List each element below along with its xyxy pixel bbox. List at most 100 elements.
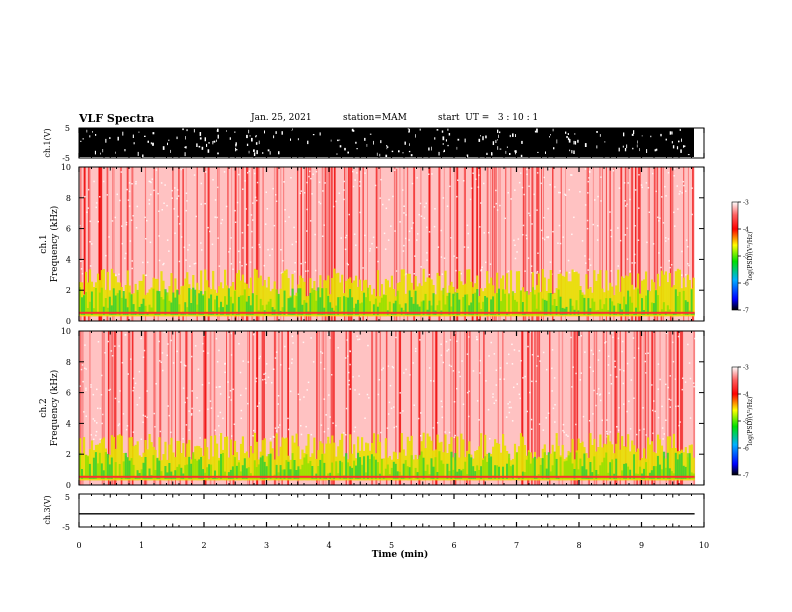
ch1-gap [264, 130, 265, 134]
spec-speckle [644, 360, 646, 363]
spec-band-yellow [253, 432, 256, 481]
ch1-gap [445, 139, 447, 142]
spec-speckle [374, 184, 377, 187]
spec-speckle [418, 213, 420, 216]
spec-band-green [599, 465, 602, 479]
spec-speckle [586, 227, 589, 230]
spec-streak [669, 331, 671, 485]
spec-speckle [559, 242, 562, 245]
spec-speckle [543, 238, 546, 241]
spec-speckle [445, 340, 448, 343]
spec-band-yellow [170, 437, 173, 481]
spec-streak [534, 331, 536, 485]
spec-speckle [552, 407, 555, 410]
spec-speckle [90, 386, 92, 388]
spec-speckle [85, 368, 87, 370]
spec-band-green [517, 313, 521, 315]
spec-streak [400, 331, 402, 485]
spec-band-green [162, 299, 165, 315]
spec-speckle [97, 407, 99, 410]
spec-band-green [303, 300, 306, 315]
spec-band-yellow [476, 450, 479, 481]
spec-streak [273, 331, 275, 485]
spec-band-yellow [412, 289, 415, 317]
spec-speckle [340, 237, 342, 239]
ch1-gap [650, 135, 652, 138]
spec-speckle [571, 233, 573, 236]
spec-band-yellow [426, 433, 429, 481]
spec-speckle [238, 343, 240, 345]
spec-speckle [629, 270, 631, 272]
spec-speckle [541, 229, 543, 232]
spec-speckle [479, 226, 481, 228]
spec-speckle [215, 386, 218, 388]
spec-band-green [462, 297, 465, 315]
spec-band-yellow [231, 282, 235, 317]
spec-band-green [440, 460, 443, 479]
spec-band-green [531, 287, 534, 315]
spec-speckle [177, 215, 179, 218]
ch1-gap [94, 150, 96, 155]
ch1-gap [138, 131, 140, 133]
spec-speckle [388, 401, 391, 404]
ch1-gap [366, 144, 368, 147]
spec-speckle [627, 182, 629, 184]
spec-streak [399, 167, 401, 321]
spec-speckle [154, 426, 156, 428]
spec-band-yellow [478, 446, 481, 481]
spec-streak [329, 167, 331, 321]
spec-band-yellow [224, 269, 227, 317]
spec-speckle [121, 242, 123, 245]
spec-speckle [614, 366, 616, 368]
spec-band-yellow [140, 280, 143, 317]
spec-speckle [207, 408, 209, 410]
spec-band-green [106, 307, 109, 315]
spec-speckle [677, 208, 679, 210]
ch1-gap [117, 136, 119, 141]
ch1-gap [122, 131, 124, 136]
spec-speckle [685, 239, 688, 241]
spec-band-green [305, 454, 308, 479]
spec-speckle [198, 410, 201, 412]
spec-speckle [623, 403, 625, 405]
spec-band-green [226, 476, 229, 479]
spec-band-green [253, 313, 256, 315]
spec-band-yellow [668, 273, 671, 317]
spec-band-green [289, 297, 292, 315]
spec-band-yellow [670, 448, 673, 481]
spec-band-yellow [662, 274, 666, 317]
spec-band-yellow [416, 459, 419, 481]
spec-band-yellow [541, 269, 544, 317]
spec-speckle [245, 263, 248, 266]
spec-speckle [584, 351, 586, 353]
spec-speckle [219, 411, 222, 414]
spec-streak [565, 167, 566, 321]
spec-speckle [664, 185, 666, 188]
spec-band-yellow [506, 273, 509, 317]
spec-streak [155, 331, 157, 485]
ch1-gap [105, 138, 107, 143]
spec-speckle [669, 375, 671, 377]
spec-band-yellow [571, 269, 574, 317]
spec-band-green [85, 455, 88, 479]
spec-speckle [531, 272, 533, 274]
ch1-gap [206, 143, 208, 147]
spec-band-green [372, 304, 376, 315]
spec-band-green [166, 472, 169, 479]
spec-streak [79, 331, 82, 485]
spec-speckle [348, 371, 350, 374]
spec-speckle [378, 379, 381, 381]
ch1-gap [347, 151, 349, 154]
spec-speckle [570, 174, 572, 176]
spec-band-green [212, 477, 215, 479]
spec-speckle [354, 426, 357, 429]
spec-band-green [317, 287, 320, 315]
spec-band-green [337, 297, 340, 315]
spec-speckle [385, 207, 388, 210]
spec-band-green [226, 304, 229, 315]
spec-band-yellow [202, 455, 205, 481]
spec-speckle [324, 182, 326, 184]
spec-speckle [271, 248, 273, 250]
spec-speckle [449, 339, 452, 341]
spec-speckle [160, 361, 162, 363]
